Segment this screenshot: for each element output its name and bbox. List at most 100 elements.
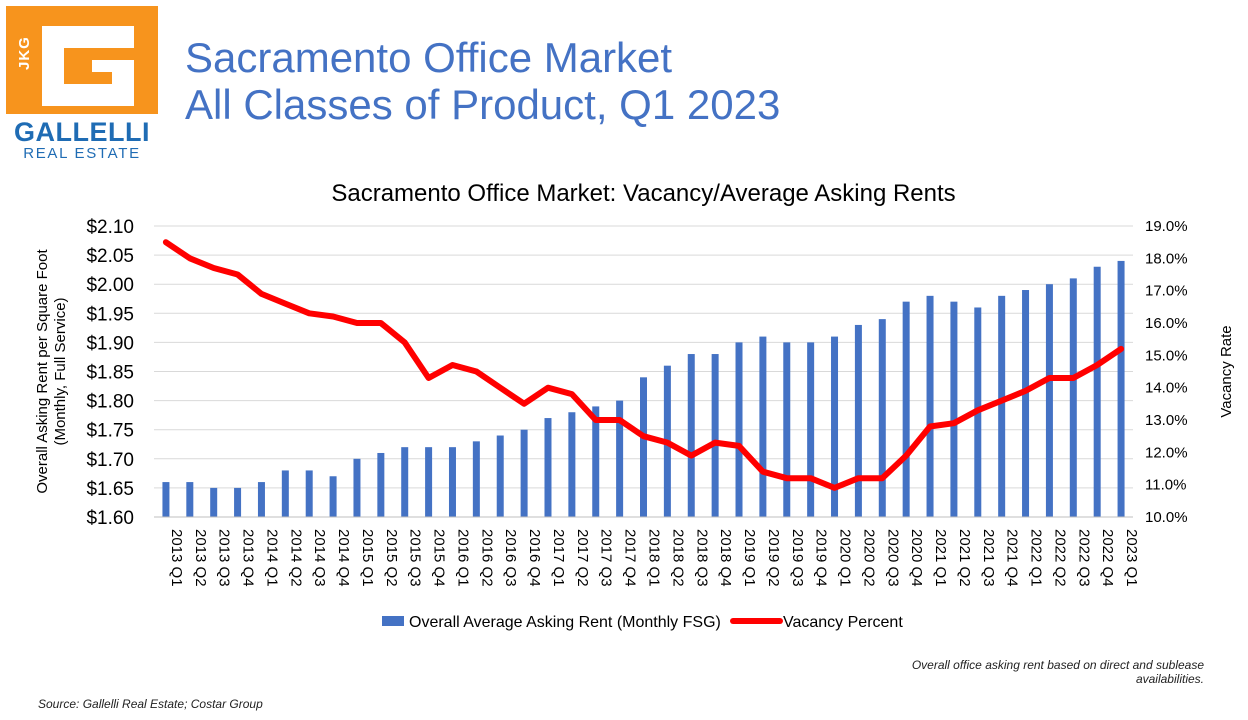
rent-bar	[878, 319, 886, 517]
rent-bar	[401, 447, 409, 517]
chart-title: Sacramento Office Market: Vacancy/Averag…	[331, 180, 955, 207]
y-tick-label: $1.80	[86, 392, 134, 413]
rent-bar	[640, 377, 647, 517]
x-tick-label: 2018 Q1	[646, 529, 663, 587]
rent-bar	[759, 336, 767, 517]
rent-bar	[807, 342, 815, 517]
x-tick-label: 2016 Q3	[502, 529, 519, 587]
x-tick-label: 2014 Q4	[335, 529, 352, 587]
x-tick-label: 2021 Q3	[980, 529, 997, 587]
rent-bar	[377, 452, 385, 517]
x-tick-label: 2019 Q4	[813, 529, 830, 587]
y2-tick-label: 10.0%	[1145, 509, 1188, 526]
rent-bar	[735, 342, 743, 517]
y-axis-title-line-2: (Monthly, Full Service)	[52, 297, 69, 445]
rent-bar	[281, 470, 289, 517]
x-tick-label: 2018 Q2	[669, 529, 686, 587]
legend-bar-label: Overall Average Asking Rent (Monthly FSG…	[409, 614, 721, 631]
x-tick-label: 2018 Q3	[693, 529, 710, 587]
rent-bar	[472, 441, 480, 517]
rent-bar	[1069, 278, 1077, 517]
y2-tick-label: 14.0%	[1145, 380, 1188, 397]
x-tick-label: 2018 Q4	[717, 529, 734, 587]
rent-bar	[854, 324, 862, 517]
y2-tick-label: 19.0%	[1145, 218, 1188, 235]
rent-bar	[1117, 260, 1125, 517]
x-tick-label: 2022 Q1	[1028, 529, 1045, 587]
rent-bar	[831, 336, 839, 517]
legend-line-label: Vacancy Percent	[783, 614, 903, 631]
x-tick-label: 2015 Q3	[407, 529, 424, 587]
rent-bar	[186, 482, 194, 517]
y2-tick-label: 16.0%	[1145, 315, 1188, 332]
vacancy-rent-chart: Sacramento Office Market: Vacancy/Averag…	[34, 180, 1235, 631]
x-tick-label: 2013 Q4	[240, 529, 257, 587]
rent-bar	[950, 301, 958, 517]
y2-tick-label: 17.0%	[1145, 283, 1188, 300]
x-tick-label: 2022 Q2	[1051, 529, 1068, 587]
x-tick-label: 2015 Q4	[431, 529, 448, 587]
rent-bar	[592, 406, 600, 517]
x-tick-label: 2015 Q1	[359, 529, 376, 587]
x-tick-label: 2014 Q1	[263, 529, 280, 587]
y2-tick-label: 11.0%	[1145, 477, 1186, 494]
x-tick-label: 2013 Q1	[168, 529, 185, 587]
x-tick-label: 2020 Q3	[884, 529, 901, 587]
x-tick-label: 2019 Q3	[789, 529, 806, 587]
rent-bar	[1093, 266, 1101, 517]
logo-subtitle: REAL ESTATE	[23, 145, 141, 162]
x-tick-label: 2019 Q2	[765, 529, 782, 587]
y2-tick-label: 13.0%	[1145, 412, 1188, 429]
y-tick-label: $1.65	[86, 479, 134, 500]
y-tick-label: $1.95	[86, 304, 134, 325]
source-note: Source: Gallelli Real Estate; Costar Gro…	[38, 697, 263, 711]
x-tick-label: 2015 Q2	[383, 529, 400, 587]
vacancy-line	[162, 239, 1125, 491]
y2-tick-label: 12.0%	[1145, 444, 1188, 461]
x-tick-label: 2016 Q4	[526, 529, 543, 587]
x-tick-label: 2021 Q4	[1004, 529, 1021, 587]
rent-bar	[520, 429, 528, 517]
page-title: Sacramento Office Market All Classes of …	[185, 34, 780, 128]
y-axis-title-line-1: Overall Asking Rent per Square Foot	[34, 249, 51, 494]
x-tick-label: 2017 Q1	[550, 529, 567, 587]
y-tick-label: $1.85	[86, 363, 134, 384]
x-tick-label: 2016 Q2	[478, 529, 495, 587]
y2-tick-label: 18.0%	[1145, 250, 1188, 267]
rent-bar	[329, 476, 337, 517]
company-logo: JKG GALLELLI REAL ESTATE	[6, 6, 158, 162]
rent-bar	[544, 418, 552, 517]
logo-letters: JKG	[16, 36, 33, 70]
rent-bar	[902, 301, 910, 517]
rent-bar	[1045, 284, 1053, 517]
x-tick-label: 2013 Q3	[216, 529, 233, 587]
y-tick-label: $1.75	[86, 421, 134, 442]
rent-bar	[448, 447, 456, 517]
x-tick-label: 2014 Q3	[311, 529, 328, 587]
rent-bar	[257, 482, 265, 517]
rent-bar	[998, 295, 1006, 517]
rent-bar	[162, 482, 170, 517]
title-line-1: Sacramento Office Market	[185, 34, 673, 81]
x-tick-label: 2017 Q3	[598, 529, 615, 587]
rent-bar	[305, 470, 313, 517]
x-tick-label: 2021 Q1	[932, 529, 949, 587]
rent-bar	[783, 342, 791, 517]
rent-bar	[616, 400, 624, 517]
x-tick-label: 2016 Q1	[454, 529, 471, 587]
rent-bar	[496, 435, 504, 517]
rent-bar	[687, 354, 695, 517]
x-tick-label: 2021 Q2	[956, 529, 973, 587]
rent-bar	[1022, 290, 1030, 517]
logo-name: GALLELLI	[14, 117, 150, 147]
x-tick-label: 2017 Q4	[622, 529, 639, 587]
x-tick-label: 2022 Q4	[1099, 529, 1116, 587]
x-tick-label: 2020 Q4	[908, 529, 925, 587]
y-tick-label: $1.90	[86, 333, 134, 354]
x-tick-label: 2020 Q1	[837, 529, 854, 587]
x-tick-label: 2020 Q2	[860, 529, 877, 587]
rent-bar	[711, 354, 719, 517]
y-tick-label: $1.70	[86, 450, 134, 471]
logo-box: JKG	[6, 6, 158, 114]
x-tick-label: 2022 Q3	[1075, 529, 1092, 587]
